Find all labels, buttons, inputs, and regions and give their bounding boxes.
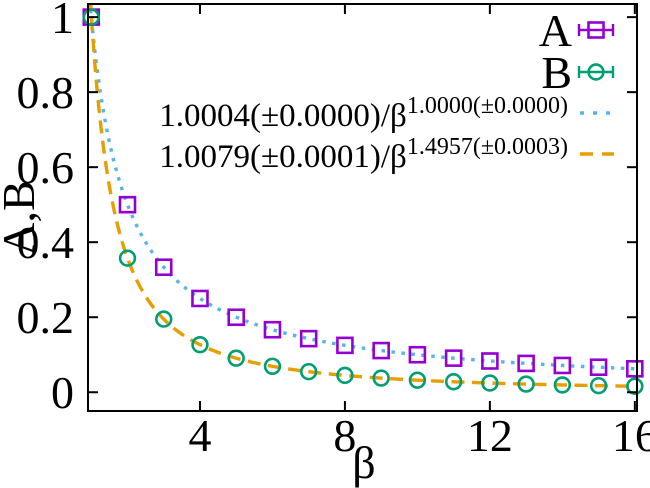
- data-point-circle: [155, 310, 173, 328]
- data-point-circle: [444, 373, 463, 391]
- legend-samples: [577, 21, 615, 156]
- data-point-square: [408, 345, 427, 364]
- data-point-circle: [626, 377, 644, 395]
- data-point-circle: [191, 335, 209, 354]
- data-point-square: [263, 320, 282, 339]
- fit-b-base: 1.0079(±0.0001)/β: [159, 139, 407, 175]
- x-tick-label: 4: [188, 410, 211, 461]
- data-point-square: [336, 336, 354, 355]
- axis-tick-labels: 4 8 12 16 0 0.2 0.4 0.6 0.8 1: [17, 0, 650, 461]
- fit-curve-dotted: [88, 4, 637, 371]
- x-tick-label: 16: [612, 410, 650, 461]
- x-tick-label: 12: [467, 410, 513, 461]
- data-point-square: [444, 349, 463, 367]
- fit-a-base: 1.0004(±0.0000)/β: [159, 98, 407, 134]
- data-point-circle: [82, 8, 100, 26]
- data-point-square: [154, 258, 173, 277]
- fit-a-exponent: 1.0000(±0.0000): [407, 93, 568, 119]
- data-point-circle: [263, 357, 282, 375]
- data-point-square: [191, 289, 209, 308]
- data-point-square: [227, 308, 246, 327]
- data-point-square: [517, 354, 535, 373]
- data-point-square: [118, 195, 137, 214]
- y-tick-label: 1: [51, 0, 74, 43]
- data-point-circle: [118, 249, 137, 267]
- y-axis-label: A,B: [0, 180, 44, 255]
- legend: A B 1.0004(±0.0000)/β1.0000(±0.0000) 1.0…: [159, 5, 615, 175]
- data-points: [82, 8, 644, 395]
- data-point-square: [589, 358, 608, 377]
- data-point-circle: [517, 375, 535, 393]
- legend-label-fit-b: 1.0079(±0.0001)/β1.4957(±0.0003): [159, 134, 568, 175]
- data-point-circle: [408, 371, 427, 389]
- y-tick-label: 0.8: [17, 67, 75, 118]
- fit-curves: [88, 4, 637, 388]
- data-point-square: [626, 359, 644, 378]
- y-tick-label: 0.6: [17, 142, 75, 193]
- legend-label-series-a: A: [539, 5, 572, 56]
- data-point-square: [372, 341, 390, 360]
- legend-marker-circle: [587, 63, 605, 81]
- legend-label-fit-a: 1.0004(±0.0000)/β1.0000(±0.0000): [159, 93, 568, 134]
- data-point-square: [481, 352, 499, 370]
- y-tick-label: 0.4: [17, 217, 75, 268]
- data-point-square: [299, 329, 318, 348]
- data-point-circle: [589, 376, 608, 395]
- data-point-circle: [553, 376, 572, 394]
- fit-b-exponent: 1.4957(±0.0003): [407, 134, 568, 160]
- axis-ticks: [88, 4, 637, 411]
- data-point-circle: [336, 366, 354, 385]
- data-point-circle: [299, 362, 318, 381]
- fit-curve-dashed: [88, 4, 637, 388]
- legend-marker-square: [587, 21, 605, 39]
- x-tick-label: 8: [333, 410, 356, 461]
- legend-label-series-b: B: [541, 47, 572, 98]
- y-tick-label: 0.2: [17, 292, 75, 343]
- x-axis-label: β: [352, 437, 375, 488]
- data-point-square: [553, 356, 572, 375]
- plot-border: [87, 3, 638, 412]
- data-point-circle: [372, 369, 390, 387]
- y-tick-label: 0: [51, 367, 74, 418]
- data-point-circle: [481, 374, 499, 392]
- data-point-circle: [227, 349, 245, 367]
